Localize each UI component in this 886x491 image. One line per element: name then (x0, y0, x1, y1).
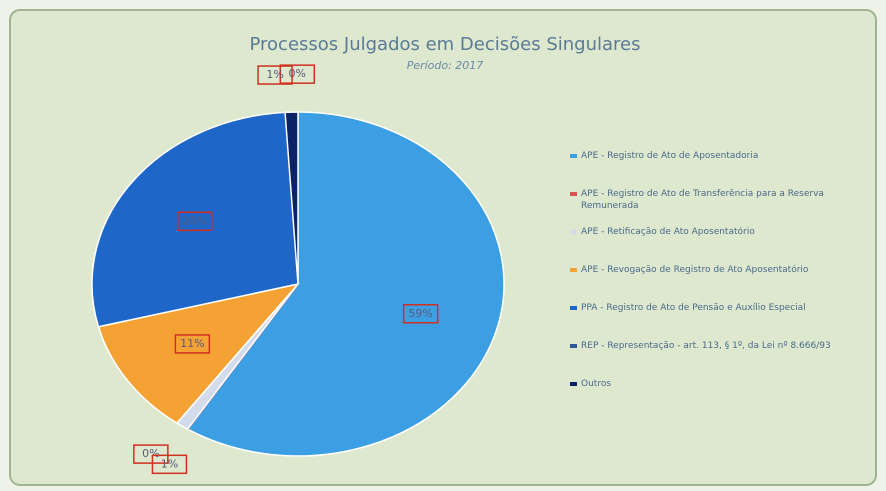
pie-slice (186, 111, 505, 457)
legend-item: APE - Retificação de Ato Aposentatório (570, 226, 870, 264)
legend-item: APE - Revogação de Registro de Ato Apose… (570, 264, 870, 302)
legend-swatch (570, 344, 577, 348)
label-box (257, 65, 293, 85)
legend-label: APE - Retificação de Ato Aposentatório (581, 227, 755, 237)
label-box (133, 444, 169, 464)
legend-swatch (570, 154, 577, 158)
label-box (402, 304, 439, 324)
label-box (151, 454, 188, 475)
legend-label: Outros (581, 379, 612, 389)
legend-swatch (570, 382, 577, 386)
label-box (174, 334, 211, 354)
pie-slice (284, 111, 299, 285)
label-box (279, 64, 316, 84)
legend-label: REP - Representação - art. 113, § 1º, da… (581, 341, 831, 351)
legend-swatch (570, 268, 577, 272)
legend-item: PPA - Registro de Ato de Pensão e Auxíli… (570, 302, 870, 340)
label-box (176, 211, 213, 232)
legend-label: PPA - Registro de Ato de Pensão e Auxíli… (581, 303, 806, 313)
data-label: 59% (408, 307, 432, 320)
legend: APE - Registro de Ato de Aposentadoria AP… (570, 150, 870, 416)
legend-item: REP - Representação - art. 113, § 1º, da… (570, 340, 870, 378)
data-label: 11% (180, 337, 204, 350)
pie-slice (91, 111, 299, 328)
legend-item: APE - Registro de Ato de Transferência p… (570, 188, 870, 226)
data-label: 1% (266, 68, 283, 81)
data-label: 0% (289, 67, 306, 80)
legend-label: APE - Registro de Ato de Aposentadoria (581, 151, 759, 161)
chart-subtitle: Período: 2017 (407, 59, 484, 72)
data-label: 1% (161, 457, 178, 470)
legend-swatch (570, 306, 577, 310)
legend-item: APE - Registro de Ato de Aposentadoria (570, 150, 870, 188)
legend-swatch (570, 230, 577, 234)
chart-title: Processos Julgados em Decisões Singulare… (250, 34, 641, 55)
legend-item: Outros (570, 378, 870, 416)
data-label: 0% (142, 447, 159, 460)
data-label: 28% (182, 214, 206, 227)
legend-label: APE - Registro de Ato de Transferência p… (581, 189, 824, 211)
legend-label: APE - Revogação de Registro de Ato Apose… (581, 265, 809, 275)
legend-swatch (570, 192, 577, 196)
